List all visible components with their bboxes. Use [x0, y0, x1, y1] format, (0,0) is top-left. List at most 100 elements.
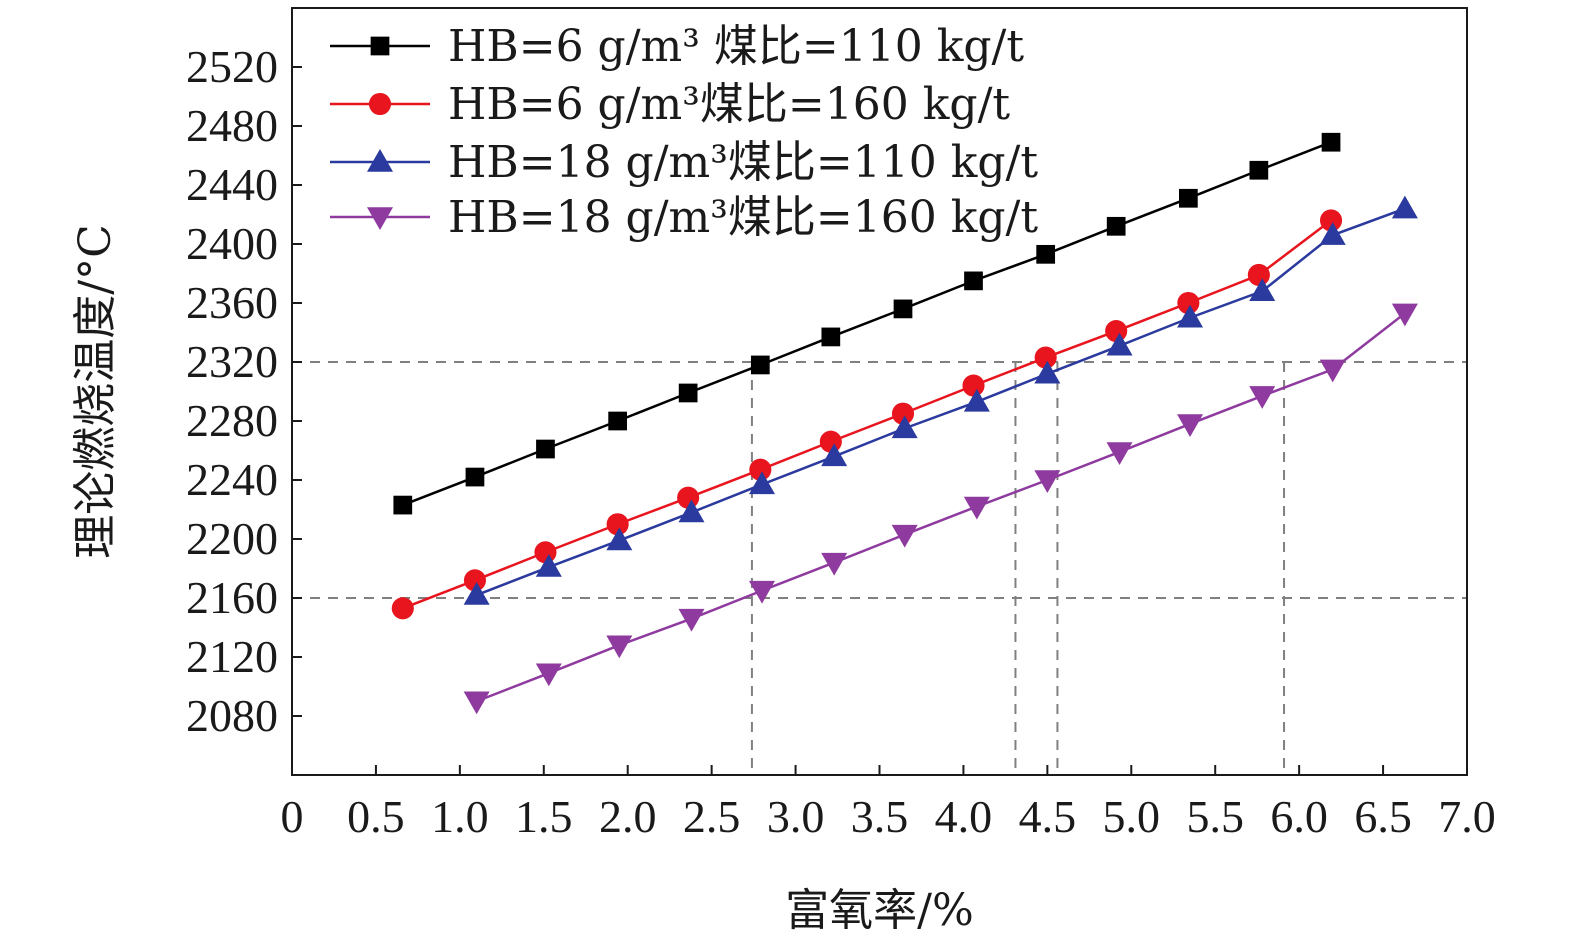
- data-point: [606, 635, 633, 659]
- x-tick-label: 1.5: [515, 791, 573, 842]
- data-point: [1391, 195, 1418, 219]
- data-point: [463, 569, 487, 592]
- legend-entry: HB=18 g/m³煤比=160 kg/t: [448, 192, 1038, 243]
- data-point: [1034, 346, 1057, 369]
- series-line-1: [402, 219, 1332, 610]
- data-point: [1034, 470, 1061, 493]
- data-point: [1178, 188, 1198, 208]
- data-point: [391, 597, 414, 620]
- data-point: [1249, 386, 1276, 409]
- data-point: [749, 458, 772, 481]
- data-point: [1177, 291, 1200, 315]
- x-axis-label: 富氧率/%: [785, 885, 974, 936]
- data-point: [606, 513, 629, 536]
- x-tick-label: 6.0: [1270, 791, 1328, 842]
- data-point: [1036, 244, 1056, 264]
- x-tick-label: 2.5: [683, 791, 741, 842]
- series-line-3: [476, 312, 1406, 703]
- x-tick-label: 0: [281, 791, 304, 842]
- legend-entry: HB=6 g/m³ 煤比=110 kg/t: [448, 21, 1024, 72]
- data-point: [678, 608, 705, 632]
- series-line-0: [402, 141, 1332, 507]
- data-point: [1106, 216, 1126, 236]
- data-point: [1247, 263, 1270, 287]
- legend-marker-3: [367, 207, 393, 230]
- data-point: [1319, 222, 1346, 245]
- data-point: [1034, 360, 1061, 384]
- data-point: [1321, 132, 1341, 152]
- y-tick-label: 2480: [186, 100, 278, 151]
- x-tick-label: 4.5: [1019, 791, 1077, 842]
- y-axis-label: 理论燃烧温度/°C: [70, 224, 121, 559]
- data-point: [749, 580, 775, 604]
- x-tick-label: 2.0: [599, 791, 657, 842]
- data-point: [891, 524, 918, 548]
- y-tick-label: 2120: [186, 631, 278, 682]
- legend-marker-0: [370, 36, 390, 56]
- data-point: [1249, 160, 1269, 180]
- y-tick-label: 2440: [186, 159, 278, 210]
- data-point: [608, 411, 628, 431]
- data-point: [891, 402, 915, 425]
- data-point: [1105, 319, 1128, 343]
- x-axis-ticks: 0 0.5 1.0 1.5 2.0 2.5 3.0 3.5 4.0 4.5 5.0 5.5 6.0 6.5…: [281, 765, 1496, 842]
- data-point: [1319, 209, 1343, 232]
- data-point: [962, 374, 985, 397]
- legend-marker-1: [368, 92, 392, 116]
- data-point: [1177, 304, 1204, 328]
- x-tick-label: 0.5: [347, 791, 405, 842]
- data-point: [1177, 414, 1204, 437]
- data-point: [963, 388, 990, 412]
- legend-entry: HB=18 g/m³煤比=110 kg/t: [448, 137, 1038, 188]
- y-tick-label: 2360: [186, 277, 278, 328]
- data-point: [535, 554, 562, 577]
- data-point: [749, 471, 775, 495]
- x-tick-label: 3.0: [767, 791, 825, 842]
- data-point: [606, 527, 633, 551]
- data-point: [1319, 359, 1346, 383]
- x-tick-label: 4.0: [935, 791, 993, 842]
- data-point: [678, 383, 698, 403]
- y-tick-label: 2320: [186, 336, 278, 387]
- x-tick-label: 1.0: [431, 791, 489, 842]
- data-point: [963, 496, 990, 520]
- x-tick-label: 5.0: [1103, 791, 1161, 842]
- data-point: [821, 443, 848, 467]
- y-tick-label: 2160: [186, 572, 278, 623]
- data-point: [463, 582, 490, 605]
- data-point: [821, 552, 848, 576]
- y-tick-label: 2240: [186, 454, 278, 505]
- data-point: [821, 327, 841, 347]
- y-axis-ticks: 2080 2120 2160 2200 2240 2280 2320 2360 2400 2440…: [186, 41, 302, 741]
- data-point: [1106, 442, 1133, 465]
- legend-entry: HB=6 g/m³煤比=160 kg/t: [448, 79, 1010, 130]
- y-tick-label: 2280: [186, 395, 278, 446]
- series-lines: [402, 141, 1406, 703]
- data-point: [1391, 303, 1418, 327]
- data-point: [891, 415, 918, 439]
- x-tick-label: 3.5: [851, 791, 909, 842]
- data-point: [893, 299, 913, 319]
- y-tick-label: 2400: [186, 218, 278, 269]
- series-markers: [391, 132, 1418, 715]
- legend: HB=6 g/m³ 煤比=110 kg/t HB=6 g/m³煤比=160 kg/…: [330, 21, 1038, 243]
- data-point: [465, 467, 485, 487]
- data-point: [535, 663, 562, 687]
- legend-marker-2: [367, 149, 393, 172]
- data-point: [819, 430, 842, 453]
- data-point: [750, 355, 770, 375]
- y-tick-label: 2520: [186, 41, 278, 92]
- y-tick-label: 2200: [186, 513, 278, 564]
- data-point: [964, 271, 983, 291]
- data-point: [677, 486, 700, 509]
- x-tick-label: 5.5: [1186, 791, 1244, 842]
- data-point: [1106, 332, 1133, 356]
- data-point: [393, 495, 413, 515]
- data-point: [463, 691, 490, 715]
- data-point: [678, 499, 705, 523]
- data-point: [534, 541, 557, 564]
- x-tick-label: 7.0: [1438, 791, 1496, 842]
- reference-lines: [292, 361, 1467, 775]
- data-point: [1249, 278, 1276, 301]
